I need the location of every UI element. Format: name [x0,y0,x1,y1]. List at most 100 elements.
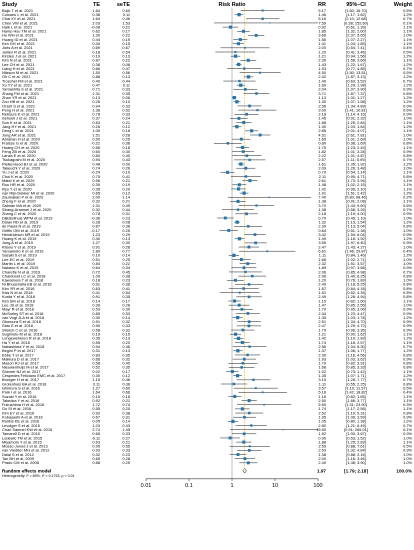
ci-value: [0.82; 3.91] [346,361,365,366]
rr-value: 1.93 [318,356,326,361]
ci-value: [2.01; 4.07] [346,128,365,133]
study-row: Ebbe T et al. 2017 0.83 0.35 2.30 [1.16; 4.5… [2,352,413,357]
effect-square [245,154,249,158]
sete-value: 0.33 [122,87,130,92]
te-value: 0.32 [92,207,100,212]
effect-square [235,374,240,378]
study-label: Jung A et al. 2019 [2,240,33,245]
sete-value: 0.08 [122,62,130,67]
rr-value: 2.34 [318,311,326,316]
rr-value: 1.48 [318,182,326,187]
weight-value: 0.9% [403,319,412,324]
weight-value: 0.2% [403,195,412,200]
study-row: Mossu-Junod J et al. 2013 0.95 0.55 2.59 [0.… [2,444,413,449]
effect-square [235,220,239,224]
te-value: 0.65 [92,190,100,195]
study-label: Nakashima Y et al. 2018 [2,344,44,349]
weight-value: 1.2% [403,62,412,67]
effect-square [255,92,258,95]
rr-value: 3.90 [318,107,326,112]
study-row: Hamp Hsu TM et al. 2021 0.62 0.17 1.85 [1.32… [2,29,413,34]
rr-value: 1.43 [318,62,326,67]
rr-value: 2.39 [318,58,326,63]
ci-value: [1.16; 3.46] [346,456,365,461]
sete-value: 0.18 [122,145,130,150]
weight-value: 0.9% [403,431,412,436]
rr-value: 1.66 [318,257,326,262]
te-value: 0.53 [92,307,100,312]
effect-square [228,25,232,29]
te-value: 0.58 [92,361,100,366]
rr-value: 1.38 [318,452,326,457]
study-row: Kiss N et al. 2018 0.41 0.54 1.51 [0.52; 4.3… [2,290,413,295]
rr-value: 5.16 [318,16,326,21]
study-label: Peng H et al. 2021 [2,107,34,112]
study-label: Cespedes Feliciano EMC et al. 2017 [2,373,65,378]
te-value: 0.32 [92,452,100,457]
sete-value: 0.20 [122,406,130,411]
te-value: 0.44 [92,37,100,42]
study-row: Sasaki S et al. 2019 0.10 0.14 1.11 [0.84; 1… [2,253,413,258]
study-label: Mason RJ et al. 2017 [2,361,39,366]
rr-value: 1.60 [318,83,326,88]
effect-square [240,145,244,149]
study-row: Nieuwenhuijs M et al. 2017 0.52 0.35 1.68 [0… [2,365,413,370]
ci-value: [1.48; 3.90] [346,460,365,465]
study-label: Liang H et al. 2021 [2,66,35,71]
sete-value: 0.74 [122,402,130,407]
effect-square [232,96,236,100]
weight-value: 1.1% [403,186,412,191]
te-value: 1.15 [92,377,100,382]
rr-value: 1.05 [318,419,326,424]
rr-value: 1.51 [318,290,326,295]
study-row: Jung AR et al. 2021 1.51 0.28 4.51 [2.61; 7.… [2,132,413,137]
study-row: Zhang C et al. 2020 0.78 0.31 2.18 [1.19; 4.… [2,211,413,216]
te-value: 1.72 [92,402,100,407]
ci-value: [1.02; 2.71] [346,257,365,262]
sete-value: 0.43 [122,423,130,428]
study-row: Salman MA et al. 2020 1.31 0.49 3.70 [1.43; … [2,203,413,208]
weight-value: 0.8% [403,141,412,146]
weight-value: 1.1% [403,199,412,204]
rr-value: 15.50 [316,427,327,432]
study-label: McSorley ST et al. 2018 [2,311,43,316]
weight-value: 0.9% [403,149,412,154]
weight-value: 0.5% [403,70,412,75]
sete-value: 0.15 [122,332,130,337]
effect-square [237,13,241,17]
ci-value: [1.51; 3.57] [346,261,365,266]
rr-value: 1.82 [318,149,326,154]
sete-value: 0.32 [122,319,130,324]
weight-value: 1.2% [403,373,412,378]
study-label: Rou HR et al. 2020 [2,182,36,187]
sete-value: 0.21 [122,439,130,444]
sete-value: 0.46 [122,16,130,21]
ci-value: [1.10; 11.57] [345,385,366,390]
effect-square [243,415,246,419]
study-row: Zou HB et al. 2021 0.26 0.10 1.30 [1.07; 1.5… [2,99,413,104]
study-row: Fukushima H et al. 2016 1.72 0.74 5.59 [1.31… [2,402,413,407]
rr-value: 2.18 [318,211,326,216]
ci-value: [0.80; 1.38] [346,419,365,424]
study-row: Yu J et al. 2020 -0.24 0.19 0.79 [0.54; 1.14… [2,170,413,175]
ci-value: [0.84; 4.18] [346,286,365,291]
effect-square [232,382,236,386]
te-value: 0.71 [92,87,100,92]
weight-value: 1.0% [403,278,412,283]
weight-value: 1.2% [403,74,412,79]
study-row: Nilsson M et al. 2021 1.50 0.56 4.50 [1.50; … [2,70,413,75]
sete-value: 0.21 [122,120,130,125]
study-label: Zou HB et al. 2021 [2,99,34,104]
te-value: 1.09 [92,273,100,278]
sete-value: 0.34 [122,265,130,270]
study-label: Sugimoto M et al. 2018 [2,332,42,337]
effect-square [248,445,251,448]
te-value: 0.93 [92,448,100,453]
te-value: 0.15 [92,394,100,399]
sete-value: 0.22 [122,33,130,38]
header-risk-ratio: Risk Ratio [219,2,247,8]
sete-value: 0.11 [123,83,130,88]
rr-value: 2.50 [318,398,326,403]
sete-value: 0.66 [122,390,130,395]
ci-value: [0.76; 1.89] [346,278,365,283]
